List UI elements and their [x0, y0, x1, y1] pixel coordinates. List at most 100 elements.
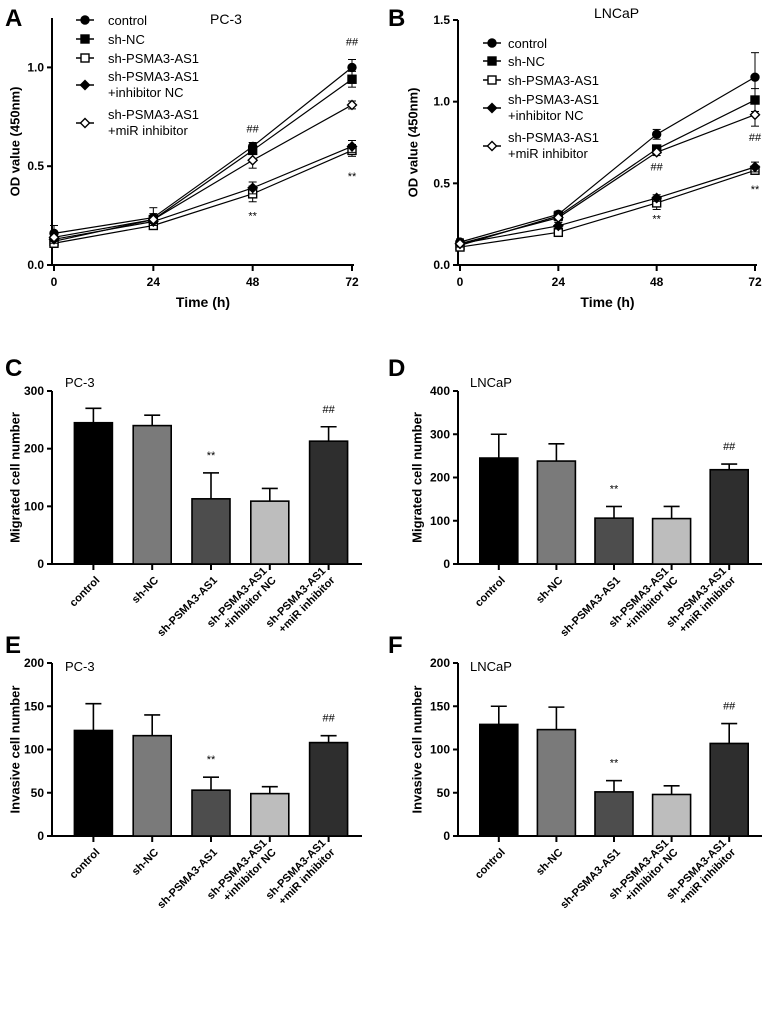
legend-item: sh-NC — [483, 54, 545, 69]
y-tick-label: 50 — [31, 786, 45, 800]
bar — [308, 741, 349, 837]
x-tick-label: 0 — [457, 275, 464, 289]
x-tick-label-group: sh-PSMA3-AS1 — [155, 574, 220, 639]
chart-title: PC-3 — [65, 375, 95, 390]
bar — [594, 517, 634, 565]
significance-mark: ** — [610, 483, 619, 495]
x-tick-label: sh-PSMA3-AS1 — [155, 574, 220, 639]
marker-diamond — [346, 140, 358, 152]
y-tick-label: 1.0 — [433, 95, 450, 109]
x-tick-label-group: sh-PSMA3-AS1+miR inhibitor — [264, 565, 338, 635]
x-tick-label-group: sh-PSMA3-AS1 — [558, 574, 623, 639]
y-tick-label: 0 — [37, 829, 44, 843]
legend-label: sh-PSMA3-AS1 — [108, 69, 199, 84]
marker-diamond — [651, 192, 663, 204]
significance-mark: ## — [247, 124, 260, 136]
legend-label: +inhibitor NC — [508, 108, 584, 123]
y-tick-label: 100 — [430, 514, 450, 528]
x-tick-label-group: sh-PSMA3-AS1+inhibitor NC — [205, 837, 279, 904]
legend-item: sh-PSMA3-AS1 — [483, 73, 599, 88]
legend-item: control — [483, 36, 547, 51]
panel-label: A — [5, 5, 22, 32]
legend-item: sh-PSMA3-AS1+inhibitor NC — [76, 69, 199, 100]
x-axis-label: Time (h) — [176, 294, 230, 310]
bar — [191, 789, 231, 837]
significance-mark: ** — [610, 758, 619, 770]
y-tick-label: 0.5 — [27, 159, 44, 173]
marker-diamond — [749, 161, 761, 173]
marker-diamond — [651, 146, 663, 158]
x-tick-label: control — [68, 574, 103, 609]
legend-label: control — [108, 13, 147, 28]
y-tick-label: 150 — [24, 699, 44, 713]
y-tick-label: 0 — [443, 829, 450, 843]
significance-mark: ## — [322, 404, 335, 416]
series-1 — [455, 88, 760, 251]
x-tick-label: 24 — [552, 275, 566, 289]
bar — [651, 793, 692, 837]
panel-f: 0 50 100 150 200 Invasive cell number F LNCaP co… — [388, 632, 762, 911]
x-tick-label-group: control — [473, 846, 508, 881]
significance-mark: ## — [322, 713, 335, 725]
x-tick-label-group: control — [68, 846, 103, 881]
marker-diamond — [749, 109, 761, 121]
marker-diamond — [486, 140, 498, 152]
chart-title: PC-3 — [65, 659, 95, 674]
legend-label: sh-PSMA3-AS1 — [508, 92, 599, 107]
panel-label: D — [388, 355, 405, 382]
marker-diamond — [552, 212, 564, 224]
significance-mark: ** — [207, 754, 216, 766]
bar — [709, 742, 750, 837]
x-tick-label-group: sh-PSMA3-AS1+miR inhibitor — [664, 837, 738, 907]
marker-diamond — [247, 182, 259, 194]
bar — [250, 500, 290, 565]
bar — [478, 723, 519, 837]
significance-mark: ## — [723, 441, 736, 453]
significance-mark: ** — [348, 171, 357, 183]
series-line — [459, 114, 756, 245]
series-line — [53, 145, 353, 240]
marker-diamond — [147, 214, 159, 226]
series-0 — [49, 58, 357, 242]
marker-square — [80, 53, 90, 63]
x-tick-label: 0 — [51, 275, 58, 289]
marker-diamond — [346, 99, 358, 111]
y-tick-label: 100 — [24, 743, 44, 757]
panel-d: 0 100 200 300 400 Migrated cell number D LNCaP c… — [388, 355, 762, 639]
legend-item: sh-PSMA3-AS1 — [76, 51, 199, 66]
chart-title: LNCaP — [594, 5, 639, 21]
x-tick-label: 24 — [147, 275, 161, 289]
x-tick-label: sh-NC — [130, 846, 161, 877]
legend-item: sh-PSMA3-AS1+inhibitor NC — [483, 92, 599, 123]
x-tick-label-group: sh-NC — [130, 574, 161, 605]
bar — [308, 440, 349, 565]
x-tick-label: control — [68, 846, 103, 881]
series-4 — [454, 102, 761, 250]
y-axis-label: Invasive cell number — [7, 686, 22, 814]
bar — [478, 457, 519, 565]
marker-circle — [80, 15, 90, 25]
x-tick-label-group: sh-NC — [130, 846, 161, 877]
x-tick-label: sh-NC — [534, 846, 565, 877]
y-axis-label: OD value (450nm) — [405, 88, 420, 198]
y-tick-label: 400 — [430, 384, 450, 398]
marker-diamond — [454, 238, 466, 250]
legend-label: +inhibitor NC — [108, 85, 184, 100]
y-tick-label: 200 — [24, 442, 44, 456]
marker-square — [487, 75, 497, 85]
y-tick-label: 0.5 — [433, 176, 450, 190]
significance-mark: ## — [651, 161, 664, 173]
panel-label: E — [5, 632, 21, 659]
series-3 — [48, 140, 358, 245]
y-tick-label: 1.5 — [433, 13, 450, 27]
significance-mark: ## — [346, 37, 359, 49]
marker-square — [487, 56, 497, 66]
y-tick-label: 0.0 — [433, 258, 450, 272]
legend-label: sh-PSMA3-AS1 — [508, 130, 599, 145]
series-line — [459, 99, 756, 246]
marker-circle — [651, 129, 662, 140]
bar — [250, 792, 290, 837]
series-line — [459, 169, 756, 248]
x-tick-label: sh-NC — [534, 574, 565, 605]
